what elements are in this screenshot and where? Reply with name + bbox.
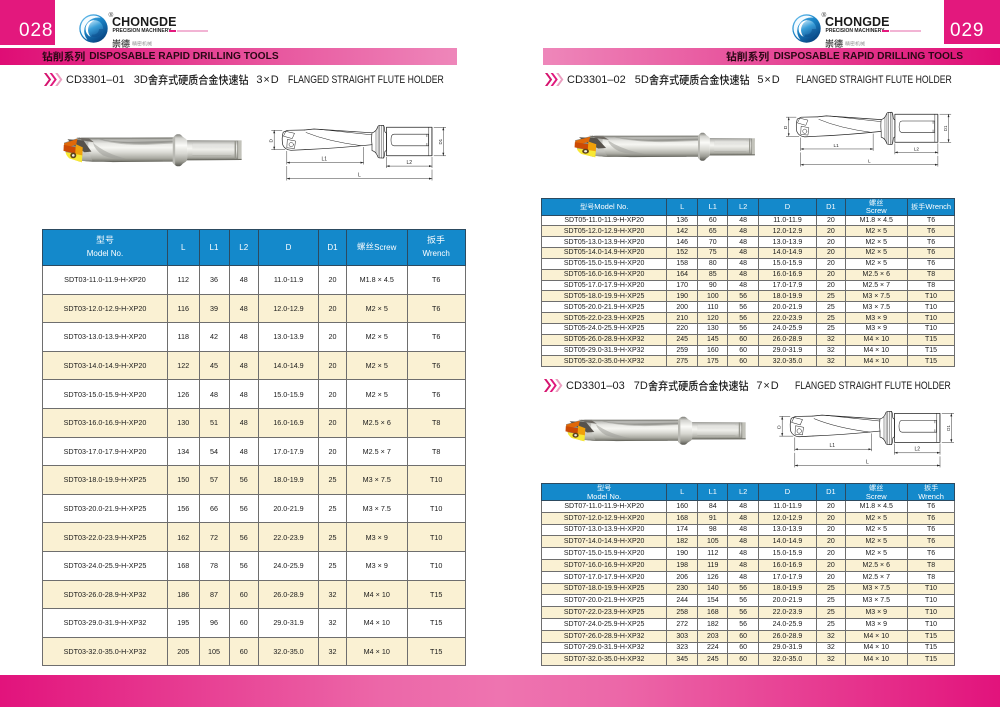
svg-text:D: D	[776, 425, 782, 429]
svg-text:D: D	[783, 125, 788, 129]
svg-text:L1: L1	[830, 443, 836, 449]
svg-text:L2: L2	[915, 447, 921, 453]
svg-text:L2: L2	[407, 160, 413, 166]
svg-text:D1: D1	[438, 138, 443, 144]
svg-text:D1: D1	[946, 425, 951, 431]
svg-text:L: L	[358, 173, 361, 179]
svg-text:L1: L1	[322, 157, 328, 163]
svg-text:D1: D1	[943, 125, 948, 131]
svg-text:L1: L1	[833, 143, 839, 149]
svg-text:L: L	[866, 459, 869, 465]
svg-text:L2: L2	[914, 146, 920, 152]
svg-text:D: D	[268, 139, 274, 143]
svg-text:L: L	[868, 159, 871, 165]
